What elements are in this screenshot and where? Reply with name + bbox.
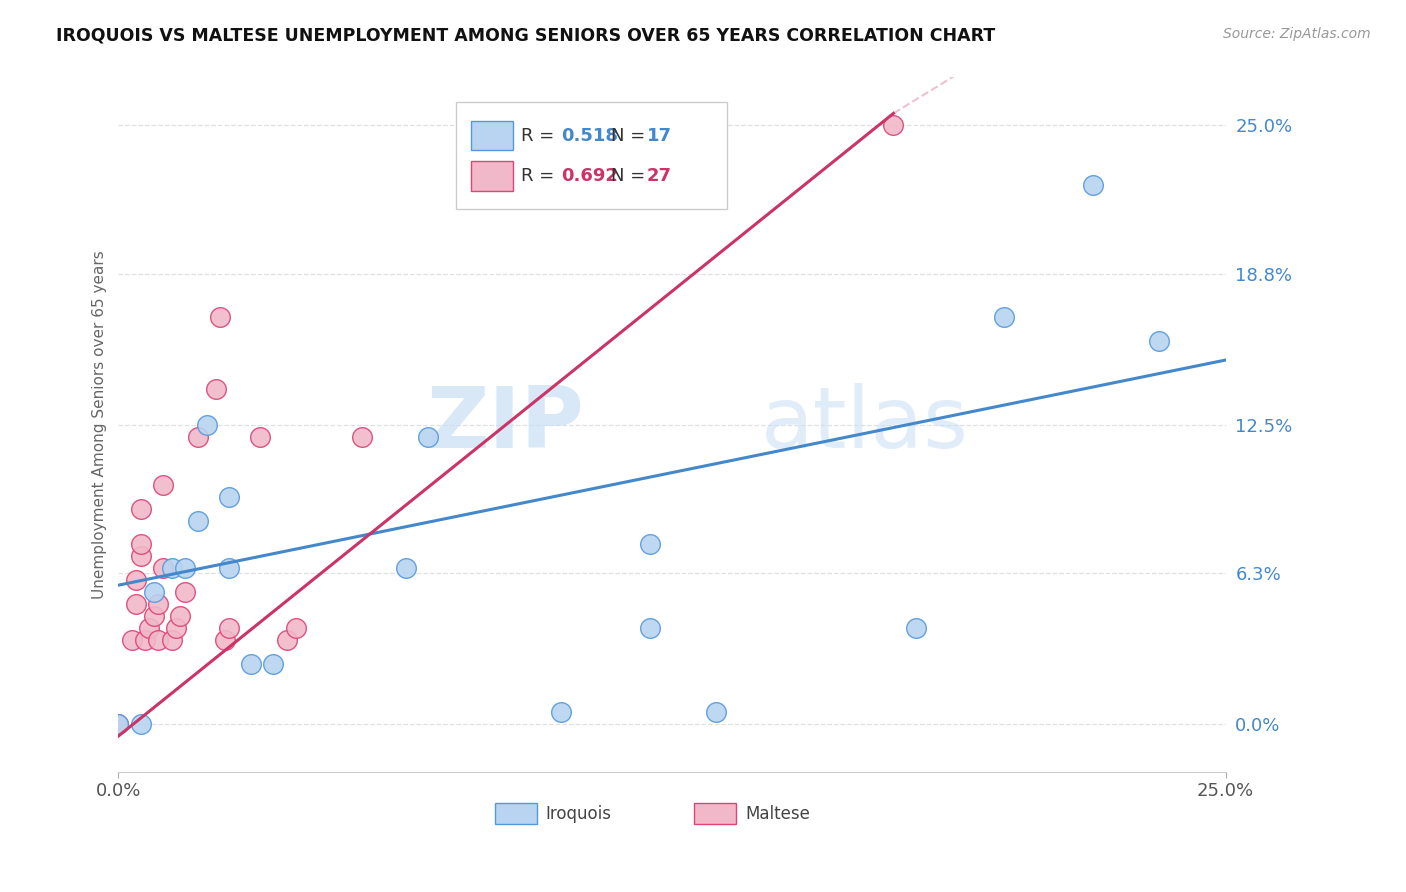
Point (129, 717, 152, 731)
FancyBboxPatch shape (471, 121, 513, 151)
Point (205, 382, 228, 396)
Point (550, 705, 572, 719)
Point (107, 717, 129, 731)
Point (165, 621, 187, 635)
Point (350, 430, 373, 444)
Point (148, 597, 170, 611)
FancyBboxPatch shape (456, 102, 727, 210)
Point (129, 537, 152, 551)
Text: R =: R = (522, 167, 561, 185)
Text: 0.692: 0.692 (561, 167, 619, 185)
Text: Source: ZipAtlas.com: Source: ZipAtlas.com (1223, 27, 1371, 41)
Point (993, 310, 1015, 324)
Point (395, 561, 418, 575)
Point (195, 417, 218, 432)
Point (107, 717, 129, 731)
Text: N =: N = (612, 167, 651, 185)
Point (173, 561, 195, 575)
Text: 27: 27 (647, 167, 672, 185)
Point (148, 633, 170, 648)
Text: Maltese: Maltese (745, 805, 810, 822)
Text: R =: R = (522, 127, 561, 145)
FancyBboxPatch shape (695, 803, 737, 824)
Point (1147, 334, 1170, 348)
Point (218, 490, 240, 504)
Point (218, 621, 240, 635)
Point (125, 574, 148, 588)
Point (284, 621, 307, 635)
Point (169, 609, 191, 624)
Point (142, 585, 165, 599)
Point (152, 477, 174, 491)
Point (129, 549, 152, 564)
Text: Iroquois: Iroquois (546, 805, 612, 822)
Text: IROQUOIS VS MALTESE UNEMPLOYMENT AMONG SENIORS OVER 65 YEARS CORRELATION CHART: IROQUOIS VS MALTESE UNEMPLOYMENT AMONG S… (56, 27, 995, 45)
Text: 0.518: 0.518 (561, 127, 619, 145)
Point (882, 119, 904, 133)
Point (638, 537, 661, 551)
Point (142, 609, 165, 624)
Point (160, 633, 183, 648)
Point (418, 430, 440, 444)
Point (152, 561, 174, 575)
Point (187, 514, 209, 528)
Point (138, 621, 160, 635)
Point (209, 310, 232, 324)
Point (125, 597, 148, 611)
Point (134, 633, 156, 648)
Text: atlas: atlas (761, 384, 969, 467)
Point (704, 705, 727, 719)
Point (240, 657, 263, 672)
Text: N =: N = (612, 127, 651, 145)
Point (1081, 178, 1104, 193)
Point (121, 633, 143, 648)
Point (276, 633, 298, 648)
FancyBboxPatch shape (471, 161, 513, 191)
Point (173, 585, 195, 599)
Text: ZIP: ZIP (426, 384, 583, 467)
Y-axis label: Unemployment Among Seniors over 65 years: Unemployment Among Seniors over 65 years (93, 251, 107, 599)
Point (218, 561, 240, 575)
Point (129, 501, 152, 516)
FancyBboxPatch shape (495, 803, 537, 824)
Point (638, 621, 661, 635)
Point (160, 561, 183, 575)
Point (187, 430, 209, 444)
Point (262, 657, 284, 672)
Point (249, 430, 271, 444)
Text: 17: 17 (647, 127, 672, 145)
Point (214, 633, 236, 648)
Point (904, 621, 927, 635)
